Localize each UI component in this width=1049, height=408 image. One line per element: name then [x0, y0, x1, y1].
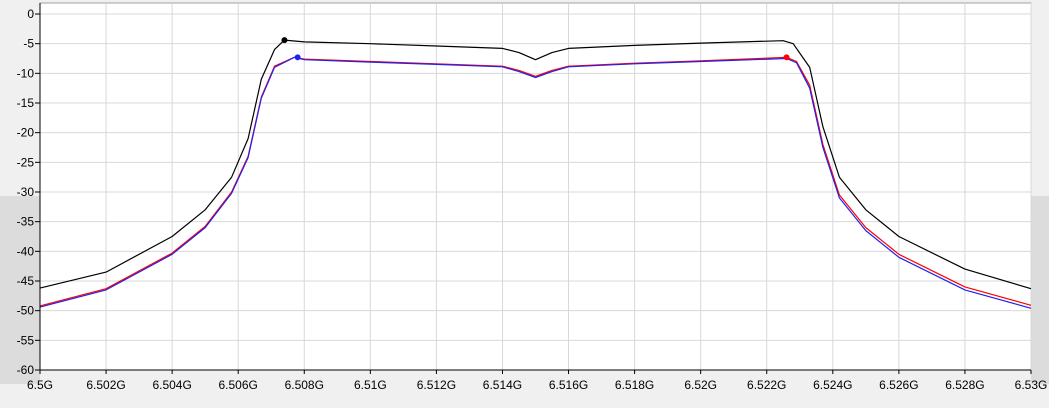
- y-tick-label: -55: [17, 333, 35, 347]
- x-tick-label: 6.506G: [219, 378, 258, 392]
- x-tick-label: 6.504G: [152, 378, 191, 392]
- x-tick-label: 6.526G: [879, 378, 918, 392]
- y-tick-label: -5: [23, 37, 34, 51]
- x-tick-label: 6.522G: [747, 378, 786, 392]
- y-tick-label: -15: [17, 96, 35, 110]
- y-tick-label: -30: [17, 185, 35, 199]
- x-tick-label: 6.508G: [285, 378, 324, 392]
- y-tick-label: -45: [17, 274, 35, 288]
- y-tick-label: -10: [17, 66, 35, 80]
- right-edge-shade: [1031, 196, 1049, 384]
- y-tick-label: 0: [27, 7, 34, 21]
- plot-area: [40, 3, 1031, 370]
- marker-point-2: [784, 54, 790, 60]
- x-tick-label: 6.502G: [86, 378, 125, 392]
- x-tick-label: 6.53G: [1015, 378, 1048, 392]
- x-tick-label: 6.51G: [354, 378, 387, 392]
- y-tick-label: -50: [17, 304, 35, 318]
- y-tick-label: -25: [17, 155, 35, 169]
- x-tick-label: 6.512G: [417, 378, 456, 392]
- x-tick-label: 6.528G: [945, 378, 984, 392]
- plot-frame: [40, 3, 1031, 370]
- x-tick-label: 6.514G: [483, 378, 522, 392]
- x-tick-label: 6.516G: [549, 378, 588, 392]
- y-tick-label: -35: [17, 215, 35, 229]
- x-tick-label: 6.518G: [615, 378, 654, 392]
- y-tick-label: -40: [17, 244, 35, 258]
- y-tick-label: -20: [17, 126, 35, 140]
- x-tick-label: 6.524G: [813, 378, 852, 392]
- y-tick-label: -60: [17, 363, 35, 377]
- x-tick-label: 6.52G: [684, 378, 717, 392]
- marker-point-0: [281, 37, 287, 43]
- marker-point-1: [295, 54, 301, 60]
- x-tick-label: 6.5G: [27, 378, 53, 392]
